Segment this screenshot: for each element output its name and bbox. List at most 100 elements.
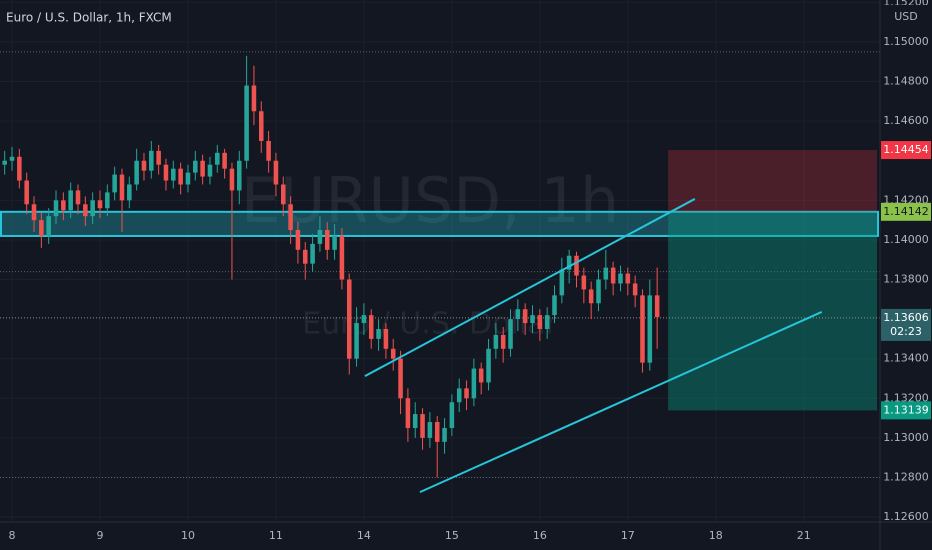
candle-body [434, 422, 440, 442]
y-tick-label: 1.14000 [883, 233, 929, 246]
price-label-box [881, 401, 931, 420]
candle-body [376, 328, 381, 339]
candle-body [53, 200, 59, 217]
candle-body [559, 269, 565, 296]
candle-body [193, 160, 198, 173]
y-tick-label: 1.14600 [883, 114, 929, 127]
candle-body [361, 315, 367, 324]
candle-body [420, 414, 425, 438]
candle-body [566, 255, 572, 270]
candle-body [46, 216, 51, 236]
x-tick-label: 21 [797, 529, 811, 542]
candle-body [537, 315, 543, 329]
candle-body [398, 358, 403, 399]
y-tick-label: 1.13000 [883, 431, 929, 444]
candle-body [427, 422, 433, 438]
y-tick-label: 1.14800 [883, 75, 929, 88]
price-label: 1.14142 [883, 205, 929, 218]
candle-body [368, 315, 374, 339]
x-tick-label: 10 [181, 529, 195, 542]
candle-body [200, 160, 205, 177]
x-tick-label: 15 [445, 529, 459, 542]
y-tick-label: 1.15000 [883, 35, 929, 48]
candle-body [273, 160, 279, 185]
candle-body [244, 85, 249, 161]
candle-body [31, 204, 37, 221]
candle-body [134, 160, 139, 185]
price-axis [880, 0, 932, 550]
candle-body [530, 315, 535, 324]
candle-body [442, 427, 447, 442]
unit-box [882, 5, 930, 29]
price-label: 1.13606 [883, 311, 929, 324]
candle-body [647, 295, 653, 363]
candle-body [464, 388, 469, 399]
candle-body [324, 230, 330, 250]
candle-body [68, 190, 73, 211]
price-label: 1.13139 [883, 403, 929, 416]
candle-body [119, 174, 125, 201]
candle-body [625, 273, 631, 284]
candle-body [544, 315, 550, 329]
candle-body [237, 160, 242, 191]
candle-body [471, 368, 477, 399]
candle-body [339, 235, 345, 280]
price-label: 1.14454 [883, 143, 929, 156]
candle-body [24, 180, 29, 205]
candle-body [632, 283, 638, 296]
candle-body [588, 289, 594, 304]
y-tick-label: 1.13400 [883, 352, 929, 365]
channel-line [364, 198, 696, 377]
countdown: 02:23 [890, 325, 922, 338]
candle-body [552, 295, 557, 316]
candle-body [405, 398, 411, 428]
candle-body [207, 164, 213, 177]
candle-body [280, 184, 286, 205]
candle-body [39, 220, 44, 236]
y-tick-label: 1.12600 [883, 510, 929, 523]
x-tick-label: 17 [621, 529, 635, 542]
candle-body [383, 328, 389, 349]
y-tick-label: 1.13200 [883, 391, 929, 404]
candle-body [302, 249, 308, 264]
candle-body [654, 295, 660, 318]
candle-body [449, 402, 455, 428]
candle-body [486, 348, 491, 383]
candle-body [508, 319, 513, 349]
candle-body [83, 204, 88, 217]
candle-body [640, 295, 645, 363]
candle-body [127, 184, 132, 201]
candle-body [354, 323, 359, 359]
candle-body [259, 111, 264, 141]
candle-layer [2, 55, 660, 478]
candle-body [412, 414, 418, 428]
candle-body [596, 279, 601, 304]
candle-body [456, 388, 462, 403]
y-tick-label: 1.12800 [883, 470, 929, 483]
candle-body [185, 172, 191, 185]
channel-layer [364, 198, 823, 494]
candle-body [222, 152, 227, 169]
candle-body [105, 192, 110, 209]
candle-body [522, 309, 528, 324]
candle-body [581, 275, 587, 290]
candle-body [288, 204, 293, 231]
candle-body [171, 168, 176, 181]
candle-body [500, 334, 506, 349]
watermark: EURUSD, 1h [241, 164, 619, 237]
candle-body [229, 168, 235, 191]
stop-box [668, 150, 878, 212]
candle-body [149, 150, 154, 171]
candle-body [266, 140, 271, 161]
x-tick-label: 14 [357, 529, 371, 542]
candle-body [90, 200, 95, 217]
y-axis-unit: USD [894, 10, 918, 23]
candle-body [17, 156, 22, 181]
x-tick-label: 16 [533, 529, 547, 542]
candle-body [618, 273, 623, 284]
candle-body [317, 230, 323, 244]
channel-line [419, 311, 823, 494]
